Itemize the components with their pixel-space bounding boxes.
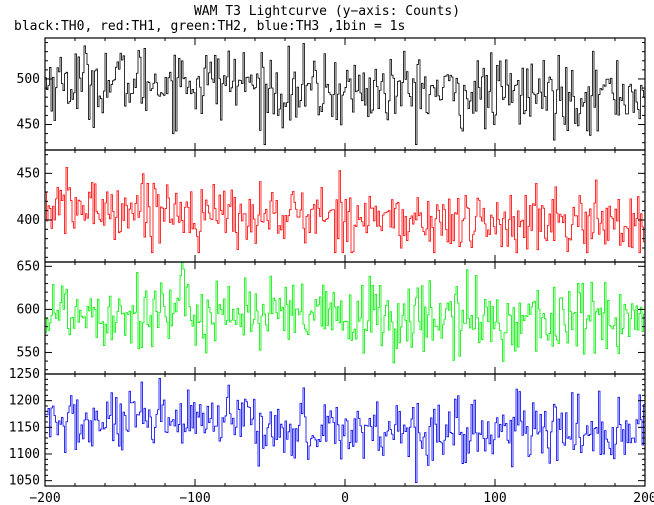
chart-subtitle: black:TH0, red:TH1, green:TH2, blue:TH3 … — [14, 19, 405, 34]
y-tick-label: 400 — [17, 213, 40, 228]
chart-panels: 450 500 400 450 550 600 650 1050 1100 1150 1200 125… — [9, 37, 646, 489]
x-tick-label: −100 — [179, 491, 210, 505]
chart-title: WAM T3 Lightcurve (y−axis: Counts) — [194, 4, 460, 19]
x-tick-label: 0 — [341, 491, 349, 505]
x-tick-label: 100 — [483, 491, 506, 505]
y-tick-label: 450 — [17, 118, 40, 133]
y-tick-label: 1200 — [9, 394, 40, 409]
panel-th1: 400 450 — [17, 149, 646, 263]
panel-th0: 450 500 — [17, 37, 646, 151]
y-tick-label: 1100 — [9, 447, 40, 462]
series-line-th2 — [45, 262, 645, 364]
series-line-th0 — [45, 43, 645, 145]
x-tick-label: 200 — [633, 491, 654, 505]
y-tick-label: 550 — [17, 345, 40, 360]
x-tick-label: −200 — [29, 491, 60, 505]
y-tick-label: 600 — [17, 302, 40, 317]
panel-th3: 1050 1100 1150 1200 1250 — [9, 367, 646, 489]
x-axis: −200 −100 0 100 200 — [29, 491, 654, 505]
y-tick-label: 1150 — [9, 420, 40, 435]
panel-th2: 550 600 650 — [17, 259, 646, 375]
series-line-th1 — [45, 167, 645, 254]
y-tick-label: 1050 — [9, 474, 40, 489]
y-tick-label: 500 — [17, 72, 40, 87]
y-tick-label: 1250 — [9, 367, 40, 382]
y-tick-label: 450 — [17, 166, 40, 181]
series-line-th3 — [45, 378, 645, 483]
y-tick-label: 650 — [17, 259, 40, 274]
